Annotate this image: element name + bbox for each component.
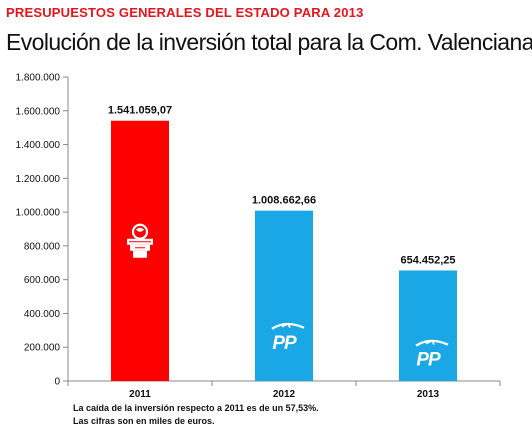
category-label: 2013	[417, 389, 440, 400]
footnote-units: Las cifras son en miles de euros.	[73, 416, 215, 426]
y-tick-label: 0	[54, 377, 60, 388]
bar-2012	[255, 210, 313, 381]
y-tick-label: 800.000	[24, 241, 61, 252]
y-tick-label: 1.600.000	[16, 106, 61, 117]
y-tick-label: 400.000	[24, 309, 61, 320]
value-label: 1.008.662,66	[252, 195, 316, 207]
y-tick-label: 1.400.000	[16, 140, 61, 151]
y-tick-label: 1.800.000	[16, 73, 61, 84]
y-tick-label: 200.000	[24, 343, 61, 354]
psoe-rose-icon	[127, 223, 153, 258]
chart-title: Evolución de la inversión total para la …	[6, 29, 532, 55]
footnote-drop-percentage: La caída de la inversión respecto a 2011…	[73, 403, 319, 413]
y-tick-label: 600.000	[24, 275, 61, 286]
bar-2013	[399, 270, 457, 381]
value-label: 1.541.059,07	[108, 105, 172, 117]
pp-logo-icon	[271, 322, 305, 330]
pp-logo-text: PP	[272, 333, 297, 354]
category-label: 2011	[129, 389, 151, 400]
pp-logo-icon	[415, 339, 449, 347]
y-tick-label: 1.200.000	[16, 174, 61, 185]
value-label: 654.452,25	[400, 254, 455, 266]
chart-supertitle: PRESUPUESTOS GENERALES DEL ESTADO PARA 2…	[6, 5, 364, 20]
y-tick-label: 1.000.000	[16, 208, 61, 219]
category-label: 2012	[273, 389, 296, 400]
pp-logo-text: PP	[416, 350, 441, 371]
